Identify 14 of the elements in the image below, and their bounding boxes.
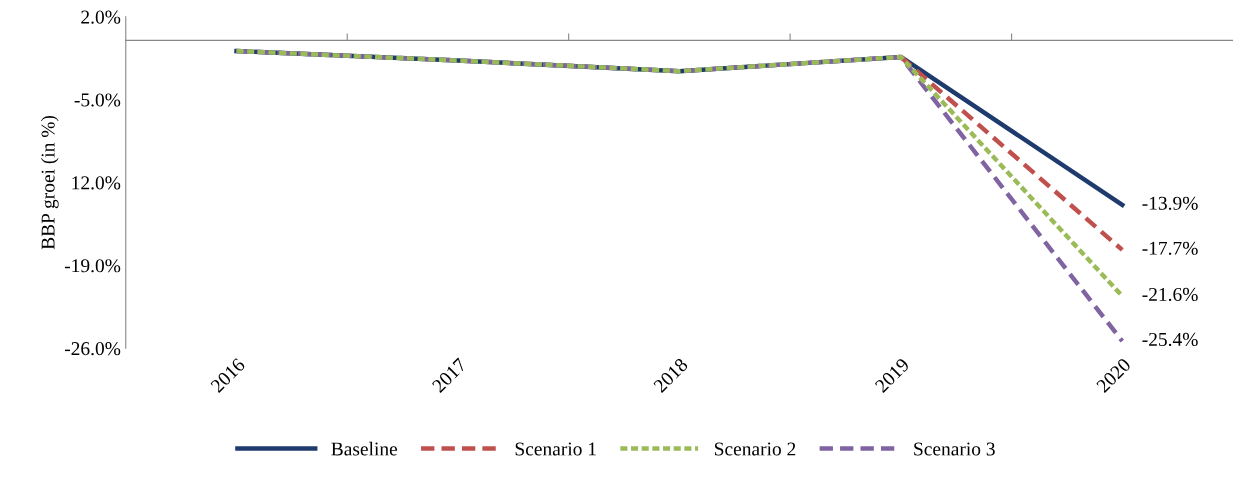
legend-label: Scenario 1 xyxy=(515,442,596,456)
legend-label: Baseline xyxy=(331,441,398,456)
data-label: -17.7% xyxy=(1142,241,1198,255)
legend-label: Scenario 3 xyxy=(914,442,995,456)
y-tick-label: 2.0% xyxy=(81,10,121,24)
y-tick-label: -5.0% xyxy=(74,93,121,107)
data-label: -13.9% xyxy=(1142,196,1198,210)
data-label: -25.4% xyxy=(1142,332,1198,347)
legend-label: Scenario 2 xyxy=(714,442,796,456)
y-tick-label: -19.0% xyxy=(64,259,121,273)
data-label: -21.6% xyxy=(1142,287,1198,302)
y-tick-label: -26.0% xyxy=(64,342,121,356)
y-axis-title: BBP groei (in %) xyxy=(40,115,59,250)
y-tick-label: 12.0% xyxy=(72,176,121,190)
